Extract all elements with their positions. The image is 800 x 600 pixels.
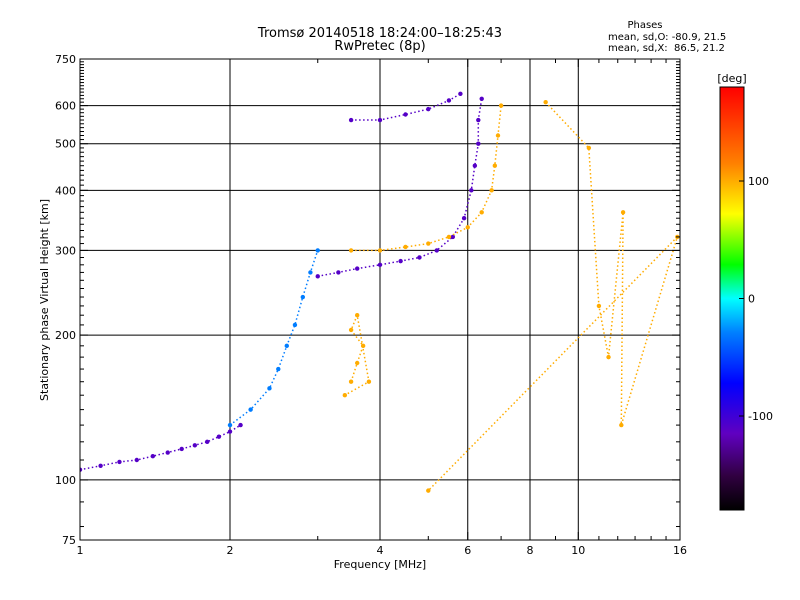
data-point	[620, 210, 626, 215]
data-point	[472, 163, 478, 168]
trace-line	[317, 98, 483, 278]
colorbar-tick-label: 100	[748, 175, 769, 188]
y-tick-label: 75	[62, 534, 76, 547]
data-point	[192, 443, 198, 448]
data-point	[150, 454, 156, 459]
data-point	[426, 488, 431, 493]
data-point	[403, 112, 408, 117]
data-point	[377, 262, 383, 268]
data-point	[315, 248, 320, 253]
data-point	[426, 241, 431, 246]
x-tick-label: 10	[571, 544, 585, 557]
trace-line	[351, 93, 461, 121]
data-point	[248, 407, 253, 412]
trace-line	[344, 312, 370, 396]
data-point	[479, 96, 484, 101]
x-tick-label: 1	[77, 544, 84, 557]
y-tick-label: 750	[55, 53, 76, 66]
phase-colorbar: [deg] 100 0 -100	[717, 72, 773, 511]
chart-title: Tromsø 20140518 18:24:00–18:25:43	[257, 26, 503, 41]
data-point	[179, 446, 184, 452]
y-tick-label: 400	[55, 184, 76, 197]
data-point	[238, 422, 243, 428]
y-tick-label: 100	[55, 474, 76, 487]
colorbar-label: [deg]	[717, 72, 746, 85]
colorbar-tick-label: 0	[748, 293, 755, 306]
colorbar-tick-label: -100	[748, 410, 773, 423]
data-points	[80, 91, 680, 493]
phase-stats-heading: Phases	[627, 20, 663, 31]
x-tick-label: 4	[377, 544, 384, 557]
data-point	[403, 244, 408, 250]
x-tick-label: 16	[673, 544, 687, 557]
data-point	[619, 422, 624, 428]
data-point	[492, 163, 498, 168]
trace-line	[80, 424, 241, 471]
data-point	[134, 457, 139, 463]
phase-stats-o: mean, sd,O: -80.9, 21.5	[608, 32, 727, 43]
data-point	[469, 188, 474, 193]
x-tick-label: 8	[527, 544, 534, 557]
y-axis: 75 100 200 300 400 500 600 750	[55, 53, 680, 547]
data-point	[165, 450, 170, 455]
y-tick-label: 200	[55, 329, 76, 342]
trace-line	[351, 105, 502, 252]
chart-subtitle: RwPretec (8p)	[334, 39, 426, 54]
data-point	[543, 99, 548, 105]
data-point	[458, 91, 463, 96]
x-axis-title: Frequency [MHz]	[334, 558, 426, 571]
trace-line	[427, 101, 679, 492]
trace-line	[229, 250, 319, 426]
data-point	[204, 439, 210, 445]
phase-stats-x: mean, sd,X: 86.5, 21.2	[608, 43, 725, 54]
data-point	[348, 327, 354, 333]
x-tick-label: 6	[464, 544, 471, 557]
x-axis: 1 2 4 6 8 10 16	[77, 59, 687, 557]
x-tick-label: 2	[227, 544, 234, 557]
y-tick-label: 300	[55, 244, 76, 257]
y-tick-label: 500	[55, 138, 76, 151]
data-point	[426, 106, 431, 112]
data-point	[498, 103, 504, 108]
y-tick-label: 600	[55, 100, 76, 113]
y-axis-title: Stationary phase Virtual Height [km]	[38, 199, 51, 401]
plot-grid	[80, 59, 680, 540]
